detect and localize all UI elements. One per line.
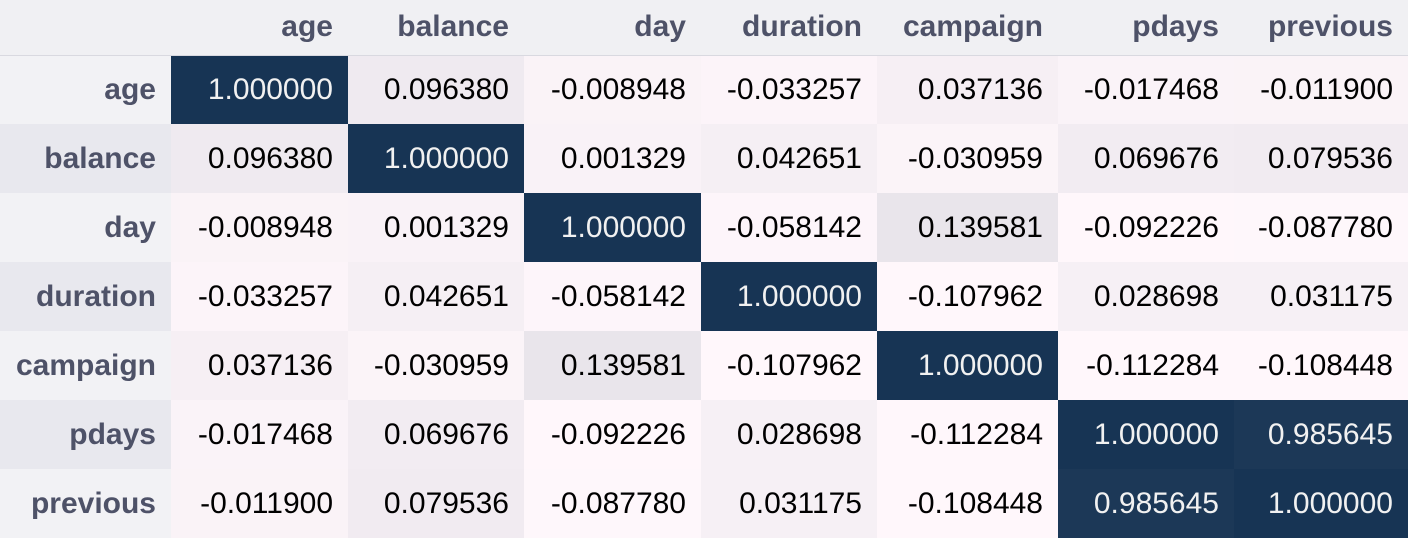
row-header: pdays	[0, 400, 171, 469]
header-row: age balance day duration campaign pdays …	[0, 0, 1408, 56]
correlation-cell: 0.042651	[701, 124, 877, 193]
correlation-cell: 0.139581	[877, 193, 1058, 262]
correlation-cell: -0.008948	[171, 193, 348, 262]
table-row: duration -0.033257 0.042651 -0.058142 1.0000…	[0, 262, 1408, 331]
correlation-cell: -0.058142	[524, 262, 701, 331]
correlation-cell: 1.000000	[877, 331, 1058, 400]
correlation-cell: 0.096380	[348, 55, 524, 124]
correlation-cell: -0.087780	[524, 469, 701, 538]
correlation-cell: 0.139581	[524, 331, 701, 400]
correlation-cell: -0.112284	[1058, 331, 1234, 400]
correlation-cell: -0.030959	[348, 331, 524, 400]
correlation-cell: -0.112284	[877, 400, 1058, 469]
correlation-cell: -0.058142	[701, 193, 877, 262]
correlation-cell: 1.000000	[524, 193, 701, 262]
correlation-cell: 0.031175	[701, 469, 877, 538]
correlation-cell: -0.011900	[171, 469, 348, 538]
correlation-cell: -0.030959	[877, 124, 1058, 193]
correlation-cell: -0.092226	[1058, 193, 1234, 262]
correlation-cell: -0.108448	[1234, 331, 1408, 400]
correlation-cell: 1.000000	[701, 262, 877, 331]
correlation-cell: 0.028698	[701, 400, 877, 469]
column-header: day	[524, 0, 701, 56]
column-header: previous	[1234, 0, 1408, 56]
table-row: age 1.000000 0.096380 -0.008948 -0.033257 0.0…	[0, 55, 1408, 124]
table-row: balance 0.096380 1.000000 0.001329 0.042651-…	[0, 124, 1408, 193]
row-header: previous	[0, 469, 171, 538]
corner-cell	[0, 0, 171, 56]
correlation-cell: 0.028698	[1058, 262, 1234, 331]
correlation-cell: 0.096380	[171, 124, 348, 193]
row-header: day	[0, 193, 171, 262]
correlation-cell: -0.087780	[1234, 193, 1408, 262]
row-header: duration	[0, 262, 171, 331]
column-header: pdays	[1058, 0, 1234, 56]
column-header: balance	[348, 0, 524, 56]
column-header: duration	[701, 0, 877, 56]
table-row: day -0.008948 0.001329 1.000000 -0.058142 0.1…	[0, 193, 1408, 262]
correlation-cell: 1.000000	[1234, 469, 1408, 538]
correlation-cell: 0.037136	[171, 331, 348, 400]
correlation-cell: 0.079536	[1234, 124, 1408, 193]
table-body: age 1.000000 0.096380 -0.008948 -0.033257 0.0…	[0, 55, 1408, 538]
correlation-cell: -0.107962	[877, 262, 1058, 331]
row-header: age	[0, 55, 171, 124]
correlation-cell: -0.008948	[524, 55, 701, 124]
correlation-cell: 0.001329	[348, 193, 524, 262]
correlation-cell: 1.000000	[348, 124, 524, 193]
correlation-cell: 0.985645	[1234, 400, 1408, 469]
table-row: campaign 0.037136 -0.030959 0.139581 -0.1079…	[0, 331, 1408, 400]
correlation-cell: 0.037136	[877, 55, 1058, 124]
column-header: age	[171, 0, 348, 56]
correlation-cell: -0.108448	[877, 469, 1058, 538]
correlation-cell: -0.011900	[1234, 55, 1408, 124]
correlation-cell: 1.000000	[1058, 400, 1234, 469]
correlation-cell: -0.017468	[171, 400, 348, 469]
correlation-cell: -0.107962	[701, 331, 877, 400]
correlation-cell: -0.092226	[524, 400, 701, 469]
column-header: campaign	[877, 0, 1058, 56]
correlation-cell: 0.031175	[1234, 262, 1408, 331]
correlation-cell: 0.079536	[348, 469, 524, 538]
correlation-cell: 0.042651	[348, 262, 524, 331]
table-row: previous -0.011900 0.079536 -0.087780 0.0311…	[0, 469, 1408, 538]
correlation-cell: 1.000000	[171, 55, 348, 124]
correlation-cell: 0.069676	[1058, 124, 1234, 193]
row-header: balance	[0, 124, 171, 193]
correlation-cell: 0.985645	[1058, 469, 1234, 538]
correlation-cell: 0.069676	[348, 400, 524, 469]
correlation-cell: -0.017468	[1058, 55, 1234, 124]
correlation-cell: 0.001329	[524, 124, 701, 193]
correlation-cell: -0.033257	[701, 55, 877, 124]
row-header: campaign	[0, 331, 171, 400]
correlation-cell: -0.033257	[171, 262, 348, 331]
table-row: pdays -0.017468 0.069676 -0.092226 0.028698-…	[0, 400, 1408, 469]
